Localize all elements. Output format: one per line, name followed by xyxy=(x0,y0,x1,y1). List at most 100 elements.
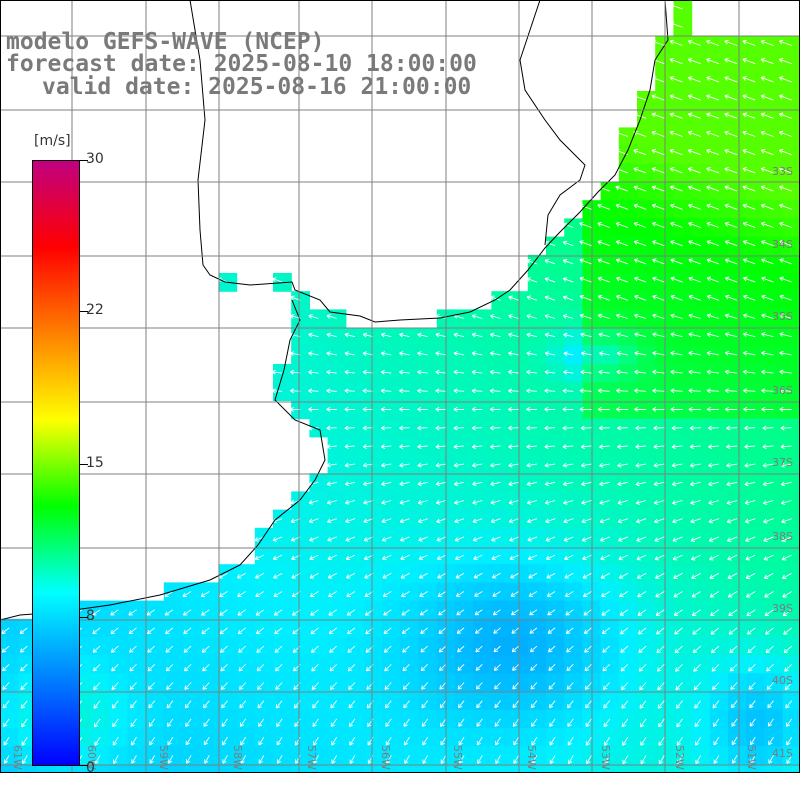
wind-arrow xyxy=(454,518,465,524)
wind-cell xyxy=(746,163,765,183)
wind-cell xyxy=(309,564,329,583)
wind-cell xyxy=(564,236,583,256)
wind-cell xyxy=(600,400,620,420)
wind-arrow xyxy=(672,500,683,505)
wind-arrow xyxy=(526,407,537,412)
wind-arrow xyxy=(706,407,719,412)
wind-arrow xyxy=(440,755,447,764)
wind-arrow xyxy=(689,481,701,487)
wind-arrow xyxy=(670,388,683,394)
wind-arrow xyxy=(384,663,392,672)
wind-arrow xyxy=(544,425,556,431)
wind-arrow xyxy=(495,755,501,764)
wind-arrow xyxy=(597,388,610,394)
wind-arrow xyxy=(779,350,792,356)
wind-arrow xyxy=(509,536,519,542)
wind-arrow xyxy=(330,700,338,709)
wind-cell xyxy=(200,600,219,620)
wind-arrow xyxy=(744,462,756,468)
wind-cell xyxy=(564,273,583,292)
wind-arrow xyxy=(637,591,647,598)
wind-cell xyxy=(728,36,747,56)
wind-cell xyxy=(691,345,711,365)
wind-cell xyxy=(564,345,583,365)
wind-cell xyxy=(709,200,729,219)
wind-cell xyxy=(254,618,274,638)
wind-cell xyxy=(691,127,711,147)
wind-arrow xyxy=(403,718,410,727)
wind-arrow xyxy=(695,755,702,765)
wind-arrow xyxy=(494,718,501,727)
wind-arrow xyxy=(563,536,574,542)
wind-arrow xyxy=(618,572,629,579)
wind-arrow xyxy=(760,185,774,192)
wind-arrow xyxy=(562,314,574,319)
wind-arrow xyxy=(708,481,719,487)
wind-arrow xyxy=(692,627,701,635)
wind-arrow xyxy=(308,369,319,375)
lon-label: 55W xyxy=(451,745,464,770)
wind-cell xyxy=(327,618,347,638)
wind-cell xyxy=(491,600,511,620)
wind-arrow xyxy=(688,332,701,338)
lat-label: 39S xyxy=(772,602,793,615)
wind-cell xyxy=(127,618,147,638)
wind-cell xyxy=(728,163,747,183)
wind-cell xyxy=(728,345,747,365)
wind-arrow xyxy=(165,663,174,672)
wind-cell xyxy=(364,564,383,583)
wind-arrow xyxy=(92,609,101,616)
wind-cell xyxy=(546,273,565,292)
wind-arrow xyxy=(687,148,701,156)
wind-arrow xyxy=(512,663,520,671)
wind-cell xyxy=(728,436,747,456)
wind-arrow xyxy=(706,39,720,46)
lat-label: 35S xyxy=(772,310,793,323)
wind-arrow xyxy=(583,609,592,616)
wind-cell xyxy=(600,527,620,547)
wind-arrow xyxy=(130,718,137,728)
wind-arrow xyxy=(494,700,501,709)
wind-arrow xyxy=(709,554,720,561)
wind-arrow xyxy=(762,500,774,505)
wind-cell xyxy=(764,382,784,401)
wind-arrow xyxy=(669,94,683,101)
wind-arrow xyxy=(453,369,465,375)
wind-arrow xyxy=(255,627,265,635)
wind-arrow xyxy=(726,444,738,450)
wind-cell xyxy=(746,527,765,547)
wind-arrow xyxy=(544,314,556,319)
wind-cell xyxy=(673,127,693,147)
wind-arrow xyxy=(779,221,792,228)
wind-arrow xyxy=(508,462,519,468)
wind-arrow xyxy=(710,645,720,654)
wind-arrow xyxy=(435,499,447,505)
wind-arrow xyxy=(490,295,501,301)
wind-cell xyxy=(145,618,165,638)
wind-cell xyxy=(600,491,620,511)
wind-cell xyxy=(473,546,492,565)
wind-arrow xyxy=(544,369,556,375)
wind-arrow xyxy=(598,332,610,338)
wind-arrow xyxy=(382,591,392,597)
wind-cell xyxy=(473,655,492,674)
wind-arrow xyxy=(615,185,629,192)
wind-cell xyxy=(309,418,329,438)
wind-arrow xyxy=(308,388,319,394)
wind-arrow xyxy=(669,57,683,65)
wind-cell xyxy=(491,491,511,511)
wind-cell xyxy=(291,382,310,401)
wind-arrow xyxy=(399,444,410,450)
wind-arrow xyxy=(348,718,356,728)
wind-arrow xyxy=(778,57,792,65)
wind-arrow xyxy=(381,462,392,468)
wind-arrow xyxy=(670,276,683,283)
wind-arrow xyxy=(529,645,538,653)
wind-cell xyxy=(746,491,765,511)
wind-arrow xyxy=(326,388,337,394)
wind-cell xyxy=(327,582,347,602)
bottom-margin xyxy=(0,773,800,800)
wind-arrow xyxy=(669,21,683,28)
wind-arrow xyxy=(385,736,392,746)
wind-arrow xyxy=(131,755,137,764)
